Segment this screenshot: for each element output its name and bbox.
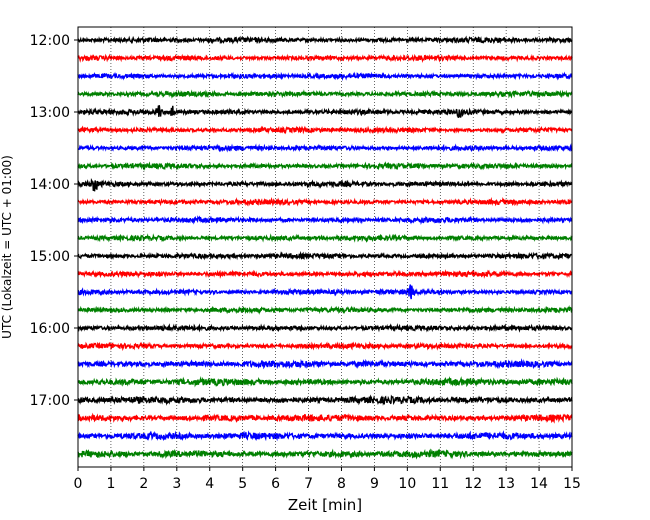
x-tick-label-15: 15 — [563, 476, 581, 492]
x-tick-label-10: 10 — [398, 476, 416, 492]
trace-1530 — [77, 284, 573, 300]
y-axis-label: UTC (Lokalzeit = UTC + 01:00) — [0, 155, 14, 339]
y-tick-label-1200: 12:00 — [30, 33, 70, 49]
trace-1745 — [77, 448, 573, 460]
y-tick-label-1400: 14:00 — [30, 177, 70, 193]
trace-1600 — [77, 323, 573, 333]
plot-frame — [77, 26, 573, 468]
x-tick-label-6: 6 — [271, 476, 280, 492]
trace-1315 — [77, 125, 573, 135]
trace-1730 — [77, 430, 573, 442]
x-axis-label: Zeit [min] — [288, 496, 362, 514]
y-axis: 12:00 13:00 14:00 15:00 16:00 17:00 — [30, 33, 78, 409]
y-tick-label-1500: 15:00 — [30, 249, 70, 265]
x-axis: 0 1 2 3 4 5 6 7 8 9 10 11 12 13 14 15 — [74, 467, 581, 492]
y-tick-label-1600: 16:00 — [30, 321, 70, 337]
trace-1445 — [77, 233, 573, 243]
trace-1245 — [77, 89, 573, 99]
x-tick-label-12: 12 — [464, 476, 482, 492]
trace-1545 — [77, 305, 573, 315]
trace-1615 — [77, 341, 573, 352]
x-tick-label-5: 5 — [238, 476, 247, 492]
trace-1645 — [77, 376, 573, 388]
trace-1200 — [77, 35, 573, 45]
x-tick-label-1: 1 — [106, 476, 115, 492]
x-tick-label-4: 4 — [205, 476, 214, 492]
x-tick-label-8: 8 — [337, 476, 346, 492]
y-tick-label-1300: 13:00 — [30, 105, 70, 121]
trace-1500 — [77, 250, 573, 261]
trace-1215 — [77, 53, 573, 63]
trace-1300 — [77, 105, 573, 118]
trace-1415 — [77, 196, 573, 207]
trace-1715 — [77, 412, 573, 424]
traces-layer — [77, 35, 573, 460]
x-tick-label-11: 11 — [431, 476, 449, 492]
x-tick-label-3: 3 — [172, 476, 181, 492]
trace-1345 — [77, 161, 573, 171]
x-tick-label-0: 0 — [74, 476, 83, 492]
x-tick-label-2: 2 — [139, 476, 148, 492]
trace-1230 — [77, 71, 573, 82]
x-tick-label-13: 13 — [497, 476, 515, 492]
trace-1430 — [77, 215, 573, 225]
trace-1630 — [77, 358, 573, 370]
trace-1400 — [77, 177, 573, 192]
x-tick-label-7: 7 — [304, 476, 313, 492]
trace-1700 — [77, 394, 573, 406]
grid-layer — [110, 27, 540, 467]
x-tick-label-14: 14 — [530, 476, 548, 492]
trace-1515 — [77, 269, 573, 279]
trace-1330 — [77, 143, 573, 153]
y-tick-label-1700: 17:00 — [30, 393, 70, 409]
x-tick-label-9: 9 — [370, 476, 379, 492]
